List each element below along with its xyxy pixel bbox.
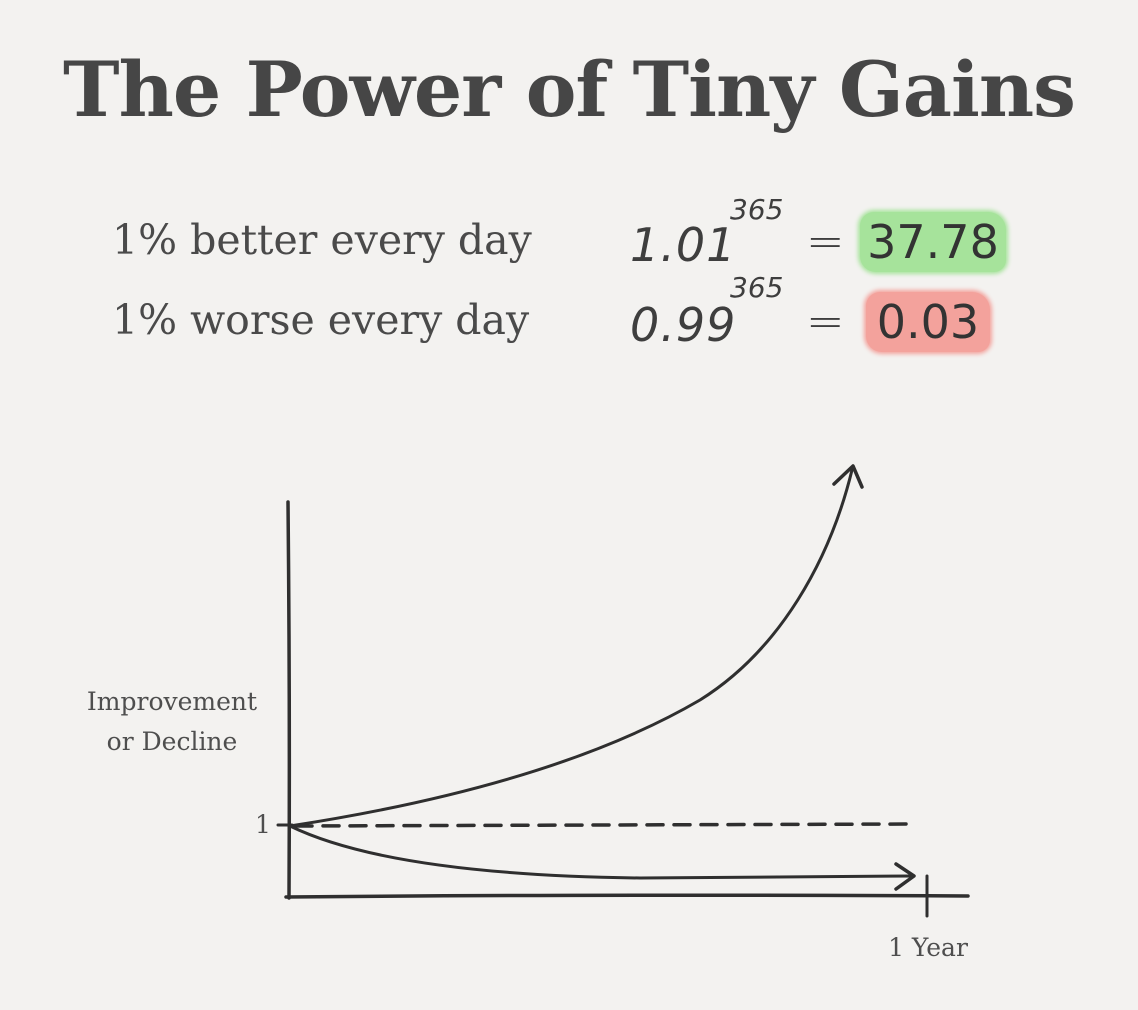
y-axis	[286, 500, 292, 900]
decline-curve	[288, 824, 914, 880]
worse-label: 1% worse every day	[112, 296, 530, 344]
better-equals: =	[806, 214, 845, 268]
better-exponent: 365	[730, 193, 784, 226]
baseline-dashed-line	[294, 822, 914, 828]
improvement-curve	[288, 468, 854, 828]
worse-base: 0.99	[630, 298, 737, 352]
better-base: 1.01	[630, 218, 737, 272]
worse-equals: =	[806, 294, 845, 348]
x-axis	[284, 893, 970, 899]
y-axis-label-line2: or Decline	[106, 727, 238, 756]
worse-exponent: 365	[730, 271, 784, 304]
better-result-badge: 37.78	[860, 212, 1006, 272]
y-tick-label: 1	[255, 810, 271, 839]
page-title: The Power of Tiny Gains	[63, 45, 1076, 134]
better-label: 1% better every day	[112, 216, 532, 264]
worse-result-badge: 0.03	[866, 292, 990, 352]
x-tick-label: 1 Year	[888, 933, 968, 962]
improvement-arrow-head-icon	[832, 464, 864, 489]
decline-arrow-head-icon	[894, 862, 916, 891]
y-axis-label-line1: Improvement	[86, 687, 258, 716]
